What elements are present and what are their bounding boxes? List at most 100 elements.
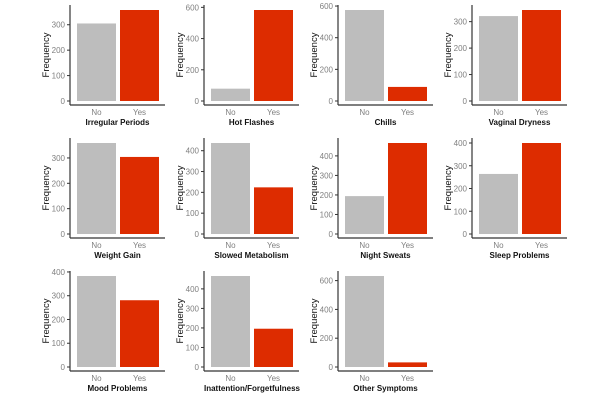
y-tick-label: 300 (186, 168, 200, 177)
y-tick-label: 200 (320, 334, 334, 343)
y-tick-label: 0 (61, 230, 66, 239)
x-tick-label: Yes (267, 374, 280, 383)
chart-title: Chills (374, 118, 397, 127)
bar-yes (388, 362, 427, 367)
y-axis-label: Frequency (443, 32, 454, 77)
y-tick-label: 0 (195, 230, 200, 239)
bar-yes (254, 328, 293, 367)
x-tick-label: No (359, 108, 370, 117)
x-tick-label: Yes (535, 241, 548, 250)
y-axis-label: Frequency (309, 165, 320, 210)
y-tick-label: 400 (320, 34, 334, 43)
chart-plot: 0 100 200 300 400 No Yes Frequency (175, 271, 299, 383)
chart-title: Hot Flashes (228, 118, 275, 127)
y-tick-label: 0 (61, 363, 66, 372)
bar-chart-panel: 0 200 400 600 No Yes Frequency Other Symptoms (280, 266, 433, 399)
y-tick-label: 200 (454, 44, 468, 53)
bar-yes (254, 10, 293, 101)
y-tick-label: 100 (454, 71, 468, 80)
y-tick-label: 200 (186, 66, 200, 75)
x-tick-label: Yes (133, 374, 146, 383)
chart-plot: 0 100 200 300 400 No Yes Frequency (175, 138, 299, 250)
chart-title: Vaginal Dryness (488, 118, 551, 127)
y-tick-label: 0 (329, 230, 334, 239)
y-tick-label: 400 (186, 147, 200, 156)
y-axis-label: Frequency (41, 165, 52, 210)
y-tick-label: 400 (454, 139, 468, 148)
y-tick-label: 600 (186, 3, 200, 12)
bar-yes (388, 86, 427, 101)
y-tick-label: 200 (186, 324, 200, 333)
bar-no (345, 276, 384, 367)
y-tick-label: 0 (463, 97, 468, 106)
bar-yes (120, 10, 159, 101)
bar-chart-panel: 0 200 400 600 No Yes Frequency Hot Flashes (146, 0, 299, 133)
chart-plot: 0 100 200 300 No Yes Frequency (41, 5, 165, 117)
bar-yes (388, 143, 427, 234)
bar-no (345, 10, 384, 101)
bar-chart-panel: 0 100 200 300 No Yes Frequency Weight Gain (12, 133, 165, 266)
y-tick-label: 400 (186, 35, 200, 44)
y-tick-label: 400 (320, 152, 334, 161)
bar-chart-panel: 0 200 400 600 No Yes Frequency Chills (280, 0, 433, 133)
y-tick-label: 0 (195, 97, 200, 106)
chart-title: Night Sweats (360, 251, 411, 260)
x-tick-label: No (225, 374, 236, 383)
bar-chart-panel: 0 100 200 300 400 No Yes Frequency Night Sweats (280, 133, 433, 266)
y-tick-label: 400 (52, 268, 66, 277)
y-tick-label: 600 (320, 2, 334, 11)
bar-chart-panel: 0 100 200 300 400 No Yes Frequency Inattention/F… (146, 266, 300, 399)
y-tick-label: 200 (454, 185, 468, 194)
bar-no (77, 23, 116, 101)
x-tick-label: No (359, 374, 370, 383)
y-tick-label: 0 (329, 97, 334, 106)
y-tick-label: 100 (186, 209, 200, 218)
bar-no (479, 173, 518, 234)
y-axis-label: Frequency (443, 165, 454, 210)
y-axis-label: Frequency (309, 32, 320, 77)
chart-plot: 0 100 200 300 400 No Yes Frequency (443, 138, 567, 250)
chart-plot: 0 100 200 300 400 No Yes Frequency (41, 268, 165, 383)
chart-title: Mood Problems (87, 384, 148, 393)
y-tick-label: 200 (52, 315, 66, 324)
chart-title: Irregular Periods (85, 118, 150, 127)
x-tick-label: Yes (401, 108, 414, 117)
x-tick-label: No (359, 241, 370, 250)
x-tick-label: No (91, 241, 102, 250)
bar-no (345, 196, 384, 234)
chart-title: Weight Gain (94, 251, 141, 260)
y-tick-label: 300 (454, 162, 468, 171)
bar-yes (120, 156, 159, 234)
bar-chart-panel: 0 100 200 300 No Yes Frequency Vaginal Dryness (414, 0, 567, 133)
y-tick-label: 200 (320, 191, 334, 200)
bar-yes (522, 143, 561, 234)
x-tick-label: No (493, 241, 504, 250)
y-tick-label: 400 (320, 305, 334, 314)
bar-chart-panel: 0 100 200 300 400 No Yes Frequency Slowed Metabo… (146, 133, 299, 266)
x-tick-label: No (91, 108, 102, 117)
chart-title: Inattention/Forgetfulness (204, 384, 300, 393)
y-tick-label: 100 (320, 210, 334, 219)
y-tick-label: 200 (320, 65, 334, 74)
bar-no (211, 276, 250, 367)
y-tick-label: 300 (52, 154, 66, 163)
y-axis-label: Frequency (41, 32, 52, 77)
bar-yes (522, 10, 561, 101)
x-tick-label: Yes (133, 108, 146, 117)
y-axis-label: Frequency (41, 298, 52, 343)
bar-no (77, 276, 116, 367)
chart-plot: 0 200 400 600 No Yes Frequency (309, 271, 433, 383)
y-tick-label: 300 (454, 18, 468, 27)
y-tick-label: 200 (52, 179, 66, 188)
chart-plot: 0 200 400 600 No Yes Frequency (175, 3, 299, 117)
bar-chart-panel: 0 100 200 300 No Yes Frequency Irregular Period… (12, 0, 165, 133)
bar-chart-panel: 0 100 200 300 400 No Yes Frequency Mood Problems (12, 266, 165, 399)
x-tick-label: Yes (401, 374, 414, 383)
bar-no (211, 88, 250, 101)
x-tick-label: Yes (267, 108, 280, 117)
y-tick-label: 100 (52, 72, 66, 81)
y-axis-label: Frequency (175, 298, 186, 343)
y-axis-label: Frequency (175, 32, 186, 77)
x-tick-label: No (91, 374, 102, 383)
x-tick-label: Yes (267, 241, 280, 250)
